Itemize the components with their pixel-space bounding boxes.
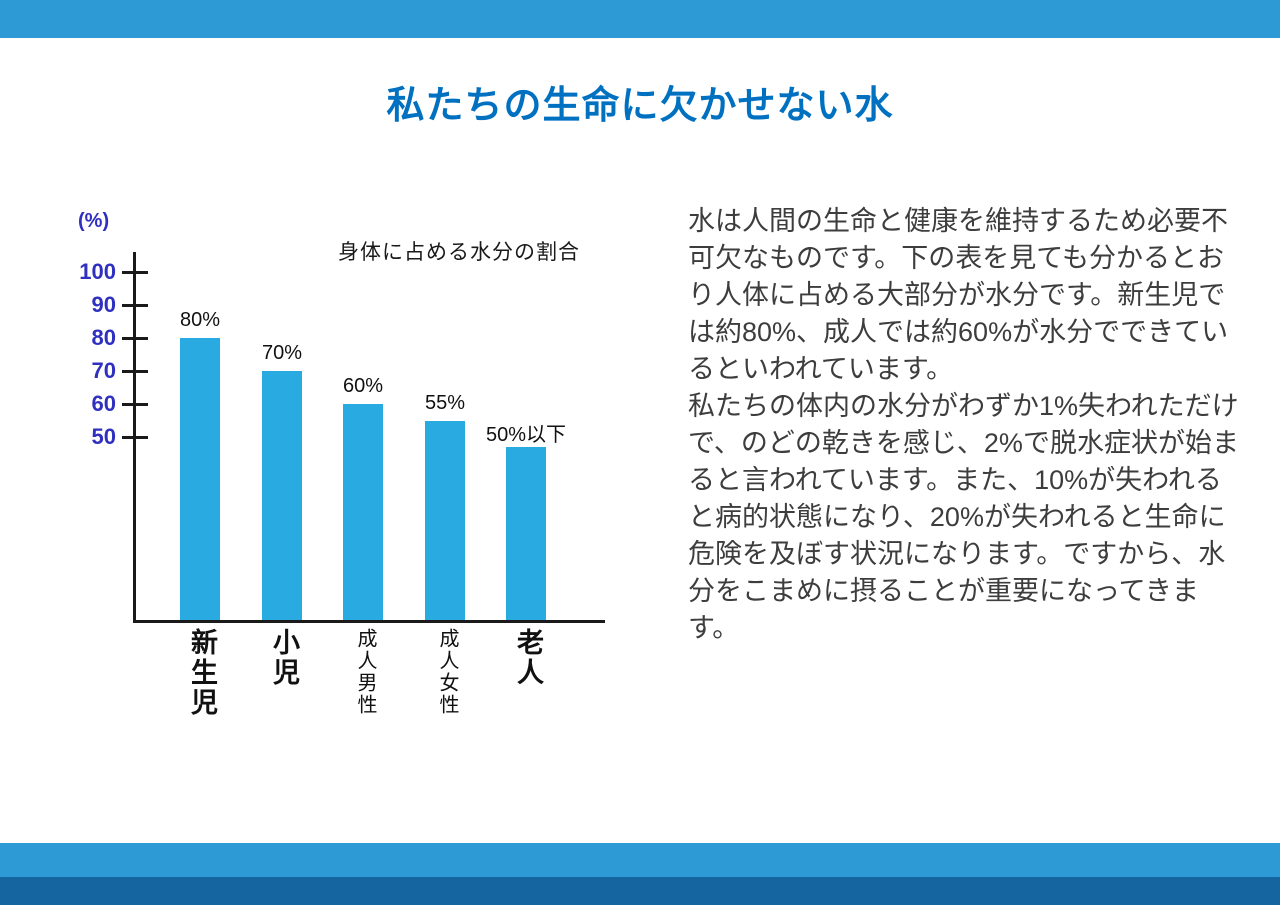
y-axis-tick-mark [122, 370, 148, 373]
body-paragraph-2: 私たちの体内の水分がわずか1%失われただけで、のどの乾きを感じ、2%で脱水症状が… [688, 391, 1239, 643]
bar-value-label: 50%以下 [485, 424, 567, 446]
slide-title: 私たちの生命に欠かせない水 [386, 85, 894, 127]
category-label: 老人 [513, 628, 543, 688]
category-label: 成人女性 [436, 628, 458, 716]
bar-value-label: 55% [424, 392, 466, 414]
y-axis-tick-mark [122, 337, 148, 340]
top-accent-bar [0, 0, 1280, 38]
bottom-accent-bar-light [0, 843, 1280, 877]
body-text: 水は人間の生命と健康を維持するため必要不可欠なものです。下の表を見ても分かるとお… [688, 203, 1248, 647]
category-label: 小児 [269, 628, 299, 688]
bar-value-label: 70% [261, 342, 303, 364]
y-axis-tick-label: 60 [91, 391, 116, 416]
bottom-accent-bar-dark [0, 877, 1280, 905]
bar-小児 [262, 371, 302, 620]
bar-value-label: 80% [179, 309, 221, 331]
bar-新生児 [180, 338, 220, 620]
body-paragraph-1: 水は人間の生命と健康を維持するため必要不可欠なものです。下の表を見ても分かるとお… [688, 206, 1229, 384]
category-label: 新生児 [187, 628, 217, 718]
y-axis-tick-label: 50 [91, 424, 116, 449]
chart-title: 身体に占める水分の割合 [338, 241, 580, 264]
y-axis-tick-mark [122, 304, 148, 307]
y-axis-tick-mark [122, 436, 148, 439]
bar-成人男性 [343, 404, 383, 620]
y-axis-tick-label: 90 [91, 292, 116, 317]
category-label: 成人男性 [354, 628, 376, 716]
y-axis-tick-mark [122, 271, 148, 274]
y-axis-tick-mark [122, 403, 148, 406]
bar-成人女性 [425, 421, 465, 620]
bar-老人 [506, 447, 546, 620]
bar-value-label: 60% [342, 375, 384, 397]
y-axis-tick-label: 100 [79, 259, 116, 284]
y-axis-unit-label: (%) [78, 210, 110, 232]
y-axis-tick-label: 70 [91, 358, 116, 383]
body-water-bar-chart: (%) 身体に占める水分の割合 100 90 80 70 60 50 80% 新生児 70% 小… [70, 200, 670, 760]
y-axis-tick-label: 80 [91, 325, 116, 350]
x-axis-line [133, 620, 605, 623]
